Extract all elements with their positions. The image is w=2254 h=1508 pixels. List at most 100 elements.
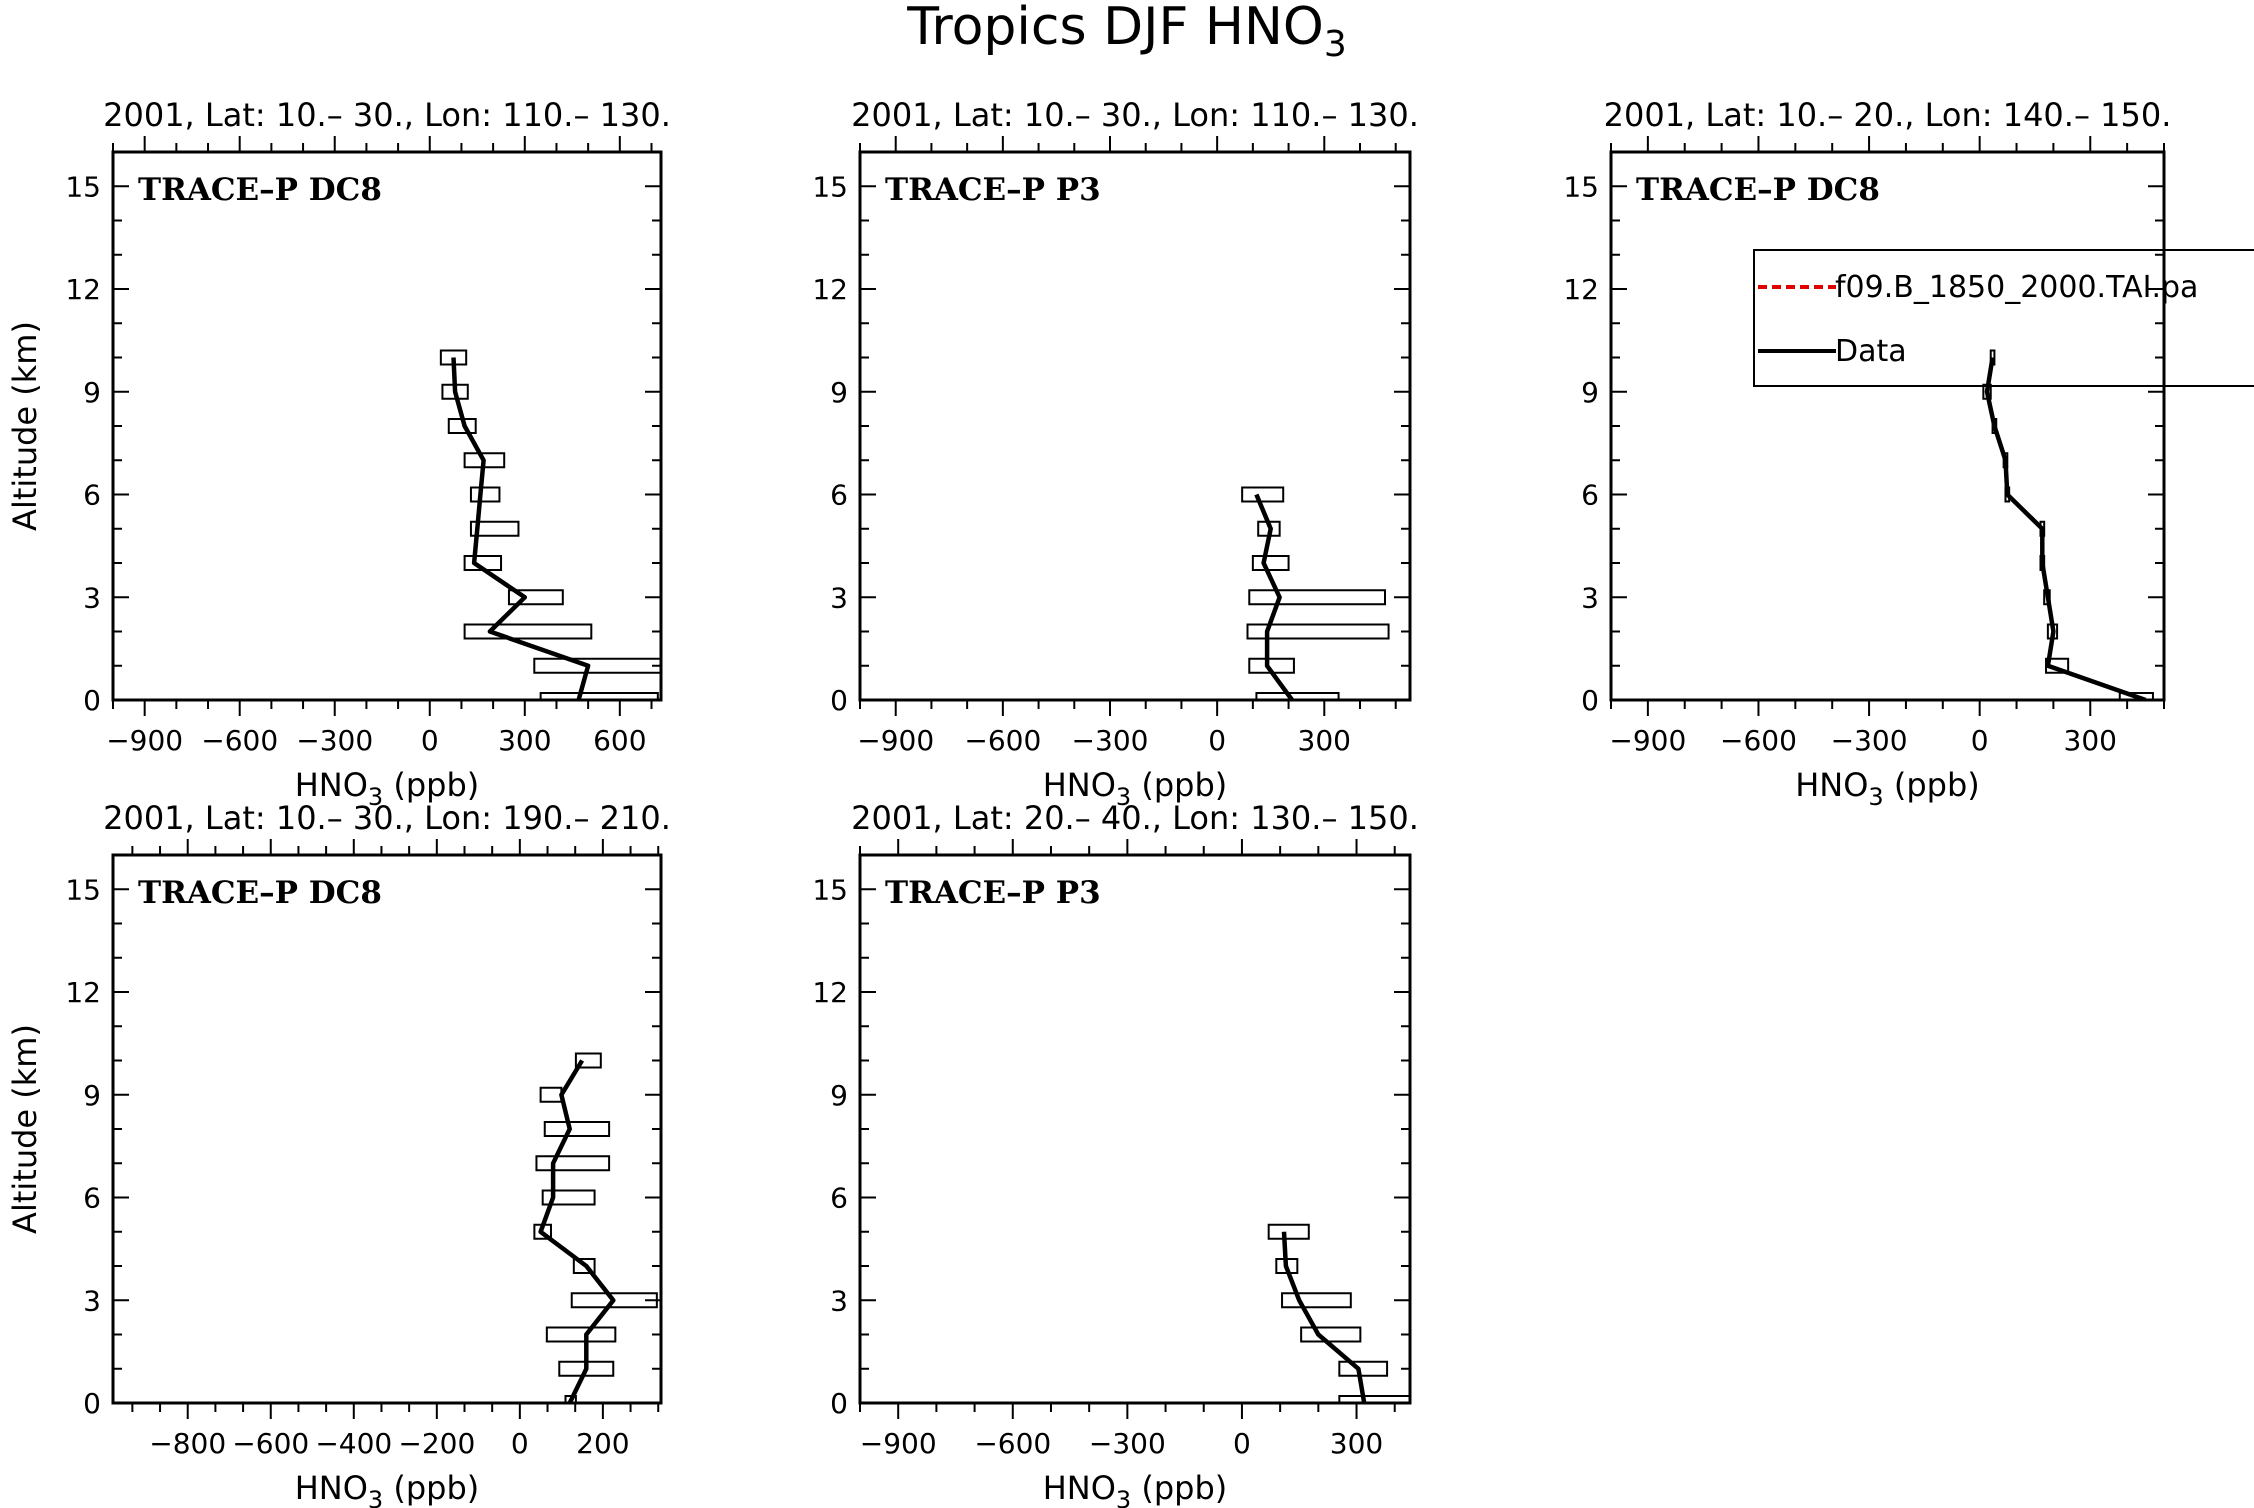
x-tick-label: 300 [2064, 724, 2117, 757]
range-box [1255, 692, 1340, 700]
x-tick-label: 0 [511, 1427, 529, 1460]
x-tick-label: 0 [1208, 724, 1226, 757]
legend-label: f09.B_1850_2000.TAI.pa [1835, 270, 2198, 305]
x-tick-label: 0 [421, 724, 439, 757]
y-tick-label: 3 [83, 581, 101, 614]
plot-frame [858, 853, 1412, 1405]
data-line [1281, 1231, 1367, 1403]
plot-frame [111, 150, 663, 702]
range-box [572, 1258, 596, 1274]
range-box [1300, 1326, 1362, 1343]
chart-panel-2: 0 3 6 9 12 15 −900 −600 −300 0 300 2001, Lat: 10.– … [812, 96, 1419, 811]
plot-frame [1609, 150, 2166, 702]
x-axis-label-part: HNO [295, 766, 368, 804]
range-box [539, 1086, 563, 1103]
y-tick-label: 15 [65, 873, 101, 906]
x-tick-label: −200 [398, 1427, 475, 1460]
range-box [2118, 692, 2154, 700]
legend-label: Data [1835, 334, 1907, 369]
y-tick-label: 12 [812, 273, 848, 306]
panel-header: 2001, Lat: 10.– 30., Lon: 110.– 130. [851, 96, 1419, 134]
x-tick-label: −900 [106, 724, 183, 757]
range-box [469, 486, 501, 503]
y-tick-label: 15 [1563, 170, 1599, 203]
x-tick-label: −600 [232, 1427, 309, 1460]
range-box [1267, 1223, 1310, 1240]
data-layer [1267, 1223, 1410, 1403]
x-tick-label: −600 [964, 724, 1041, 757]
x-axis-label-part: HNO [295, 1469, 368, 1507]
x-tick-label: 0 [1233, 1427, 1251, 1460]
data-layer [1241, 486, 1390, 700]
y-axis-label: Altitude (km) [6, 321, 44, 531]
y-tick-label: 15 [812, 873, 848, 906]
y-tick-label: 6 [83, 1182, 101, 1215]
x-tick-label: 600 [593, 724, 646, 757]
y-tick-label: 0 [1581, 684, 1599, 717]
panel-header: 2001, Lat: 20.– 40., Lon: 130.– 150. [851, 799, 1419, 837]
x-axis-label: HNO3 (ppb) [295, 1469, 480, 1508]
plot-frame [858, 150, 1412, 702]
range-box [574, 1052, 602, 1069]
x-tick-label: −900 [857, 724, 934, 757]
data-line [1254, 493, 1294, 700]
y-tick-label: 0 [83, 1387, 101, 1420]
x-tick-label: −800 [149, 1427, 226, 1460]
range-box [1338, 1360, 1389, 1377]
x-tick-label: −900 [860, 1427, 937, 1460]
panel-header: 2001, Lat: 10.– 20., Lon: 140.– 150. [1604, 96, 2172, 134]
campaign-label: TRACE–P DC8 [138, 875, 382, 911]
x-axis-label-part: HNO [1795, 766, 1868, 804]
x-tick-label: 300 [1330, 1427, 1383, 1460]
y-tick-label: 6 [1581, 479, 1599, 512]
range-box [545, 1326, 617, 1343]
y-tick-label: 9 [830, 1079, 848, 1112]
range-box [1281, 1292, 1352, 1309]
x-axis-label: HNO3 (ppb) [295, 766, 480, 811]
x-axis-label-part: (ppb) [1884, 766, 1980, 804]
campaign-label: TRACE–P DC8 [1636, 172, 1880, 208]
x-tick-label: 300 [1298, 724, 1351, 757]
range-box [541, 1189, 596, 1206]
data-line [538, 1059, 616, 1403]
x-axis-label-part: HNO [1043, 766, 1116, 804]
y-tick-label: 12 [1563, 273, 1599, 306]
y-tick-label: 12 [812, 976, 848, 1009]
range-box [1251, 555, 1290, 571]
chart-panel-5: 0 3 6 9 12 15 −900 −600 −300 0 300 2001, Lat: 20.– … [812, 799, 1419, 1508]
x-axis-label-subscript: 3 [368, 1486, 383, 1508]
y-tick-label: 3 [1581, 581, 1599, 614]
y-axis-label: Altitude (km) [6, 1024, 44, 1234]
figure-title-subscript: 3 [1324, 24, 1347, 65]
range-box [543, 1121, 611, 1137]
x-axis-label-subscript: 3 [1868, 783, 1883, 811]
y-tick-label: 12 [65, 273, 101, 306]
y-tick-label: 9 [1581, 376, 1599, 409]
x-axis-label: HNO3 (ppb) [1795, 766, 1980, 811]
data-layer [1982, 349, 2154, 700]
x-axis-label-part: (ppb) [1131, 766, 1227, 804]
y-tick-label: 0 [830, 1387, 848, 1420]
range-box [1248, 589, 1387, 606]
x-axis-label-part: (ppb) [383, 766, 479, 804]
range-box [1241, 486, 1285, 503]
x-tick-label: −300 [296, 724, 373, 757]
legend-box [1753, 249, 2254, 387]
x-tick-label: −400 [315, 1427, 392, 1460]
data-layer [439, 349, 661, 700]
y-tick-label: 3 [830, 581, 848, 614]
y-tick-label: 0 [830, 684, 848, 717]
figure-title: Tropics DJF HNO3 [906, 0, 1347, 65]
y-tick-label: 3 [830, 1284, 848, 1317]
x-axis-label-part: (ppb) [1131, 1469, 1227, 1507]
range-box [535, 1155, 611, 1172]
data-layer [533, 1052, 658, 1403]
y-tick-label: 9 [83, 1079, 101, 1112]
y-tick-label: 6 [830, 479, 848, 512]
range-box [539, 692, 659, 700]
panel-header: 2001, Lat: 10.– 30., Lon: 110.– 130. [103, 96, 671, 134]
range-box [507, 589, 564, 606]
y-tick-label: 15 [812, 170, 848, 203]
chart-panel-3: 0 3 6 9 12 15 −900 −600 −300 0 300 2001, Lat: 10.– … [1563, 96, 2171, 811]
